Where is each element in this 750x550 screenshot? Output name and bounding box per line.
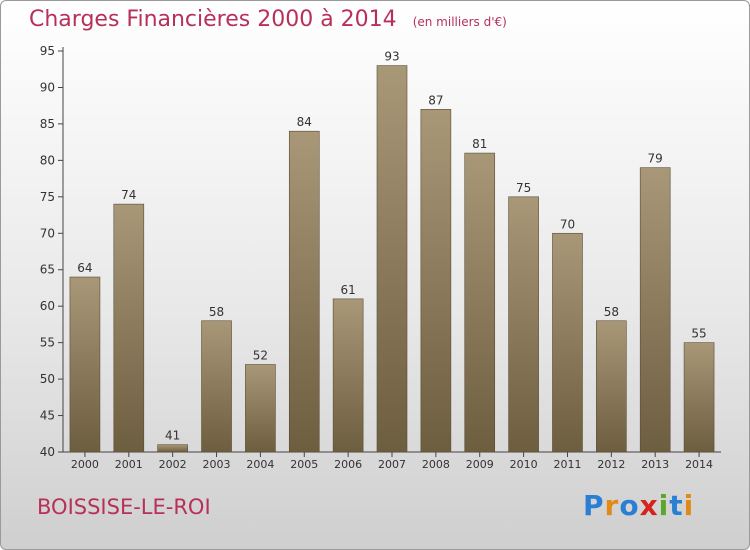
logo-letter: o (619, 489, 640, 522)
logo-letter: i (658, 489, 670, 522)
data-label: 87 (428, 93, 443, 107)
x-tick-label: 2006 (334, 458, 362, 471)
x-tick-label: 2013 (641, 458, 669, 471)
bar (245, 364, 276, 453)
x-tick-label: 2003 (203, 458, 231, 471)
bar (201, 320, 232, 453)
x-tick-label: 2007 (378, 458, 406, 471)
data-label: 70 (560, 217, 575, 231)
bar (639, 167, 671, 453)
x-tick-label: 2004 (246, 458, 274, 471)
data-label: 93 (384, 50, 399, 64)
y-tick-label: 55 (40, 336, 55, 350)
bar (420, 109, 452, 453)
y-tick-label: 65 (40, 263, 55, 277)
data-label: 58 (209, 305, 224, 319)
y-tick-label: 40 (40, 445, 55, 459)
data-label: 41 (165, 429, 180, 443)
x-tick-label: 2012 (597, 458, 625, 471)
x-tick-label: 2005 (290, 458, 318, 471)
bar (596, 320, 627, 453)
chart-title-text: Charges Financières 2000 à 2014 (29, 7, 397, 32)
logo-letter: i (683, 489, 695, 522)
bar (508, 196, 539, 453)
x-tick-label: 2002 (159, 458, 187, 471)
x-tick-label: 2001 (115, 458, 143, 471)
chart-subtitle: (en milliers d'€) (412, 15, 507, 29)
data-label: 61 (340, 283, 355, 297)
x-tick-label: 2009 (466, 458, 494, 471)
y-tick-label: 45 (40, 409, 55, 423)
y-tick-label: 85 (40, 117, 55, 131)
data-label: 79 (648, 152, 663, 166)
bar (69, 276, 101, 453)
x-tick-label: 2010 (510, 458, 538, 471)
data-label: 75 (516, 181, 531, 195)
x-tick-label: 2014 (685, 458, 713, 471)
bar (332, 298, 364, 453)
bar (683, 342, 715, 453)
bar (157, 444, 188, 453)
y-tick-label: 75 (40, 190, 55, 204)
chart-title: Charges Financières 2000 à 2014 (en milli… (29, 7, 507, 32)
bar (288, 130, 320, 453)
logo-letter: x (639, 489, 659, 522)
data-label: 55 (691, 327, 706, 341)
data-label: 74 (121, 188, 136, 202)
bar (113, 203, 145, 453)
y-tick-label: 80 (40, 153, 55, 167)
bars (69, 65, 715, 453)
x-tick-label: 2000 (71, 458, 99, 471)
place-name: BOISSISE-LE-ROI (37, 495, 211, 519)
proxiti-logo[interactable]: Proxiti (583, 489, 694, 522)
logo-letter: P (583, 489, 605, 522)
data-label: 81 (472, 137, 487, 151)
y-tick-label: 90 (40, 80, 55, 94)
data-label: 52 (253, 349, 268, 363)
y-tick-label: 60 (40, 299, 55, 313)
data-label: 84 (297, 115, 312, 129)
data-label: 64 (77, 261, 92, 275)
data-label: 58 (604, 305, 619, 319)
bar (376, 65, 408, 453)
y-tick-label: 50 (40, 372, 55, 386)
bar (464, 152, 496, 453)
x-tick-label: 2008 (422, 458, 450, 471)
logo-letter: r (604, 489, 620, 522)
bar (552, 232, 583, 453)
x-tick-label: 2011 (553, 458, 581, 471)
axes: 40 45 50 55 60 65 70 75 80 85 90 95 2000 2001 2002 2003… (40, 44, 721, 471)
y-tick-label: 70 (40, 226, 55, 240)
logo-letter: t (669, 489, 684, 522)
y-tick-label: 95 (40, 44, 55, 58)
data-labels: 64 74 41 58 52 84 61 93 87 81 75 70 58 79 55 (77, 50, 706, 443)
